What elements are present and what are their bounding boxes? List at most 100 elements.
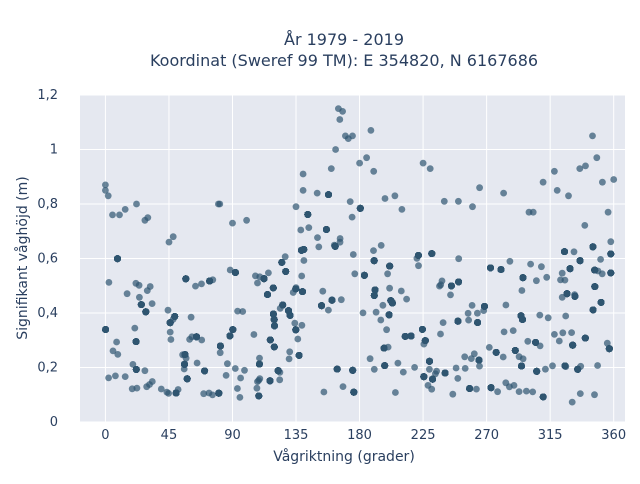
data-point [113, 339, 120, 346]
data-point [437, 281, 444, 288]
data-point [523, 388, 530, 395]
data-point [454, 375, 461, 382]
data-point [473, 386, 480, 393]
data-point [124, 290, 131, 297]
data-point [545, 314, 552, 321]
data-point [147, 283, 154, 290]
data-point [440, 319, 447, 326]
data-point [461, 353, 468, 360]
data-point [254, 385, 261, 392]
data-point [315, 244, 322, 251]
data-point [469, 302, 476, 309]
data-point [112, 373, 119, 380]
data-point [568, 329, 575, 336]
data-point [360, 310, 367, 317]
data-point [234, 385, 241, 392]
data-point [291, 320, 298, 327]
data-point [536, 312, 543, 319]
data-point [167, 329, 174, 336]
data-point [371, 366, 378, 373]
data-point [516, 388, 523, 395]
data-point [453, 365, 460, 372]
data-point [549, 362, 556, 369]
data-point [395, 360, 402, 367]
data-point [105, 375, 112, 382]
data-point [581, 222, 588, 229]
data-point [380, 302, 387, 309]
data-point [377, 317, 384, 324]
data-point [503, 302, 510, 309]
data-point [501, 329, 508, 336]
data-point [527, 261, 534, 268]
data-point [455, 255, 462, 262]
data-point [569, 399, 576, 406]
data-point [321, 389, 328, 396]
data-point [252, 273, 259, 280]
data-point [524, 338, 531, 345]
data-point [403, 296, 410, 303]
data-point [386, 285, 393, 292]
data-point [502, 379, 509, 386]
data-point [165, 307, 172, 314]
data-point [533, 277, 540, 284]
data-point [294, 336, 301, 343]
data-point [168, 336, 175, 343]
data-point [594, 362, 601, 369]
data-point [347, 198, 354, 205]
data-point [507, 258, 514, 265]
data-point [398, 288, 405, 295]
data-point [400, 369, 407, 376]
data-point [286, 356, 293, 363]
data-point [158, 386, 165, 393]
data-point [251, 331, 258, 338]
data-point [425, 382, 432, 389]
data-point [462, 365, 469, 372]
data-point [239, 308, 246, 315]
data-point [519, 287, 526, 294]
data-point [465, 317, 472, 324]
data-point [476, 363, 483, 370]
data-point [500, 354, 507, 361]
data-point [551, 331, 558, 338]
data-point [415, 262, 422, 269]
data-point [149, 378, 156, 385]
data-point [276, 376, 283, 383]
data-point [351, 270, 358, 277]
data-point [411, 364, 418, 371]
data-point [237, 394, 244, 401]
data-point [338, 296, 345, 303]
data-point [370, 247, 377, 254]
data-point [136, 282, 143, 289]
data-point [577, 390, 584, 397]
data-point [426, 366, 433, 373]
data-point [265, 270, 272, 277]
data-point [237, 375, 244, 382]
data-point [297, 227, 304, 234]
data-point [314, 234, 321, 241]
data-point [349, 214, 356, 221]
data-point [494, 388, 501, 395]
data-point [198, 281, 205, 288]
data-point [474, 310, 481, 317]
data-point [510, 327, 517, 334]
data-point [224, 360, 231, 367]
data-point [106, 279, 113, 286]
data-point [122, 373, 129, 380]
data-point [136, 294, 143, 301]
data-point [192, 283, 199, 290]
data-point [520, 355, 527, 362]
data-point [449, 391, 456, 398]
data-point [373, 309, 380, 316]
data-point [305, 224, 312, 231]
data-point [538, 263, 545, 270]
data-point [556, 338, 563, 345]
data-point [299, 322, 306, 329]
data-point [562, 277, 569, 284]
data-point [392, 389, 399, 396]
data-point [165, 390, 172, 397]
data-point [255, 377, 262, 384]
data-point [143, 383, 150, 390]
data-point [486, 344, 493, 351]
data-point [465, 310, 472, 317]
